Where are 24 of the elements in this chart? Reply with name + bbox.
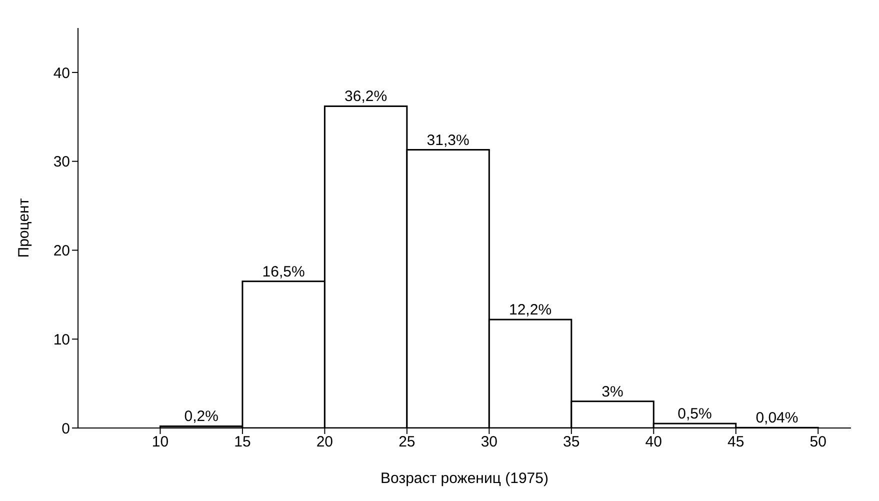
x-tick-label: 30 xyxy=(480,434,498,451)
x-tick-label: 40 xyxy=(645,434,662,451)
x-tick-label: 50 xyxy=(810,434,826,451)
data-label: 16,5% xyxy=(262,263,305,280)
y-axis-title: Процент xyxy=(15,198,32,258)
y-tick-label: 10 xyxy=(53,331,70,348)
data-label: 0,2% xyxy=(184,408,218,426)
y-tick-label: 30 xyxy=(53,154,70,171)
x-tick-label: 15 xyxy=(234,434,251,451)
y-tick-label: 40 xyxy=(53,64,70,82)
data-label: 12,2% xyxy=(509,302,552,319)
x-tick-label: 10 xyxy=(152,434,169,451)
x-tick-label: 45 xyxy=(728,434,744,451)
x-axis-title: Возраст рожениц (1975) xyxy=(380,470,548,487)
x-tick-label: 35 xyxy=(563,434,580,451)
data-label: 0,04% xyxy=(756,410,798,427)
y-tick-label: 0 xyxy=(62,420,70,438)
x-tick-label: 20 xyxy=(316,434,334,451)
y-tick-label: 20 xyxy=(53,242,70,260)
x-tick-label: 25 xyxy=(398,434,416,451)
data-label: 0,5% xyxy=(678,406,712,423)
data-label: 3% xyxy=(602,383,624,400)
data-label: 36,2% xyxy=(344,88,388,106)
data-label: 31,3% xyxy=(426,132,470,149)
